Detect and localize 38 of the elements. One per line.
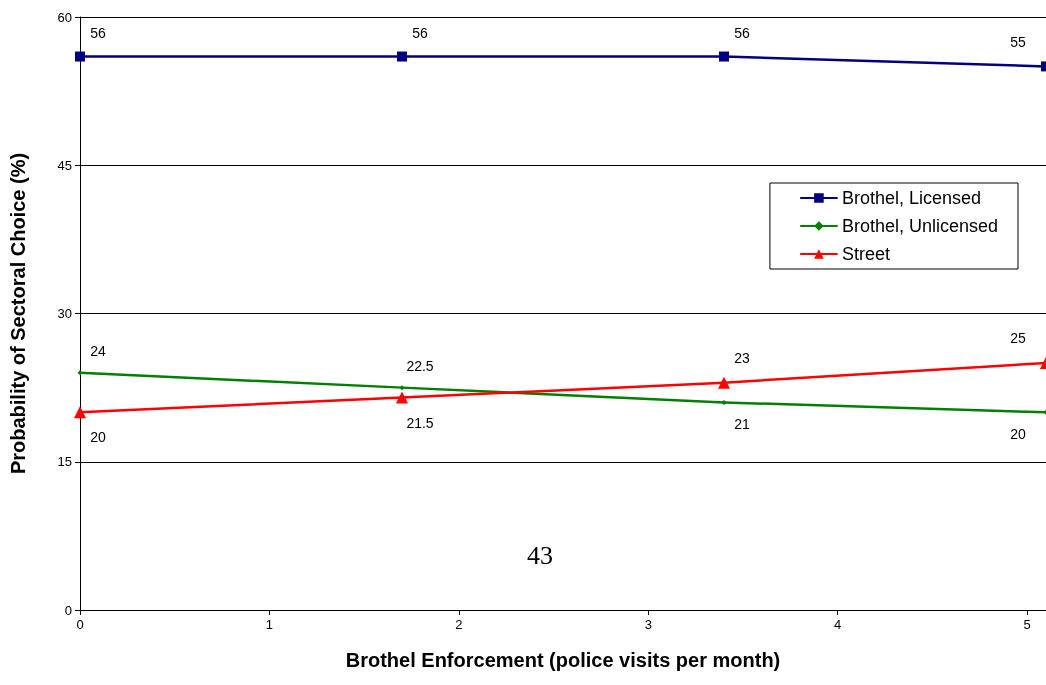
y-axis-title: Probability of Sectoral Choice (%) [7,152,29,475]
data-label: 24 [90,343,106,360]
legend-label: Brothel, Unlicensed [841,216,999,236]
y-tick-label: 60 [57,9,72,25]
data-label: 56 [734,24,750,41]
point [75,51,85,62]
x-tick-label: 2 [455,617,463,632]
data-label: 21.5 [406,414,434,431]
x-tick-label: 1 [265,617,274,632]
point [719,51,729,62]
data-label: 56 [90,24,106,41]
legend-label: Brothel, Licensed [841,188,982,208]
point [721,399,727,405]
data-label: 55 [1010,34,1026,51]
y-tick-label: 30 [57,306,72,321]
x-tick-label: 5 [1023,617,1031,632]
annotation: 43 [527,540,553,570]
point [396,391,408,404]
x-axis-title: Brothel Enforcement (police visits per month) [345,649,781,671]
point [74,406,86,419]
data-label: 21 [734,415,750,432]
data-label: 20 [1010,425,1026,442]
point [397,51,407,62]
point [718,376,730,389]
data-label: 56 [412,24,428,41]
x-tick-label: 4 [834,617,842,632]
data-label: 23 [734,349,750,366]
data-label: 25 [1010,329,1026,346]
legend-label: Street [841,244,890,264]
y-tick-label: 0 [64,602,72,618]
x-tick-label: 3 [644,617,652,632]
data-label: 22.5 [406,358,434,375]
point [77,370,83,376]
data-label: 20 [90,429,106,446]
y-tick-label: 15 [57,454,72,470]
point [399,385,405,391]
x-tick-label: 0 [76,617,84,632]
y-tick-label: 45 [57,157,72,173]
